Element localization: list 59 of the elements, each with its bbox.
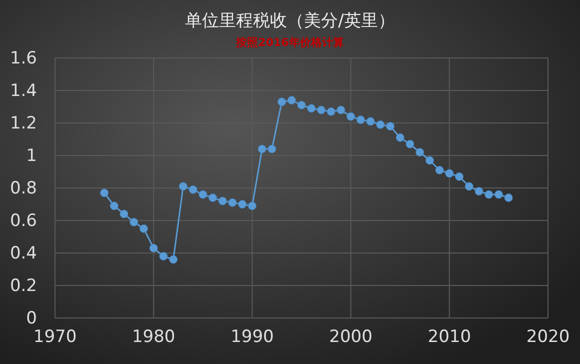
y-tick-label: 1.4 — [10, 80, 37, 101]
chart-subtitle: 按照2016年价格计算 — [235, 36, 344, 49]
point — [149, 244, 158, 252]
point — [278, 98, 286, 106]
point — [326, 107, 336, 116]
y-tick-label: 0.6 — [10, 210, 37, 231]
point — [218, 196, 227, 206]
point — [425, 156, 434, 165]
point — [140, 224, 148, 233]
point — [110, 202, 118, 210]
point — [416, 148, 424, 156]
point — [238, 200, 247, 208]
point — [228, 198, 237, 207]
x-tick-label: 1990 — [230, 327, 274, 348]
y-tick-label: 0.2 — [10, 276, 37, 296]
point — [445, 169, 454, 178]
point — [130, 218, 138, 226]
point — [120, 210, 128, 218]
point — [178, 182, 188, 191]
x-tick-label: 1980 — [132, 327, 176, 348]
x-tick-label: 2000 — [329, 327, 372, 348]
point — [494, 190, 503, 199]
point — [406, 140, 414, 148]
point — [474, 187, 484, 196]
point — [169, 255, 178, 264]
point — [287, 96, 296, 104]
y-tick-label: 0.8 — [10, 178, 37, 198]
point — [336, 106, 346, 114]
point — [258, 144, 266, 154]
y-tick-label: 1 — [26, 146, 37, 166]
point — [307, 104, 316, 113]
point — [455, 172, 464, 181]
point — [356, 116, 365, 124]
point — [464, 182, 474, 191]
point — [376, 120, 385, 129]
point — [386, 122, 394, 130]
point — [316, 106, 326, 114]
point — [159, 252, 168, 260]
x-tick-label: 2010 — [428, 327, 472, 348]
point — [484, 190, 494, 199]
y-tick-label: 1.6 — [10, 48, 37, 68]
point — [188, 185, 198, 194]
point — [248, 202, 256, 210]
y-tick-label: 0 — [26, 308, 37, 328]
point — [366, 117, 375, 126]
point — [396, 133, 404, 142]
point — [198, 190, 208, 199]
point — [297, 100, 306, 110]
y-tick-label: 1.2 — [10, 113, 37, 134]
point — [504, 194, 513, 202]
x-tick-label: 1970 — [33, 327, 77, 348]
point — [208, 194, 217, 202]
x-tick-label: 2020 — [526, 327, 570, 348]
chart-title: 单位里程税收（美分/英里） — [185, 11, 395, 31]
point — [100, 188, 109, 198]
point — [268, 144, 276, 154]
point — [435, 166, 444, 174]
y-tick-label: 0.4 — [10, 243, 37, 264]
point — [346, 112, 356, 121]
